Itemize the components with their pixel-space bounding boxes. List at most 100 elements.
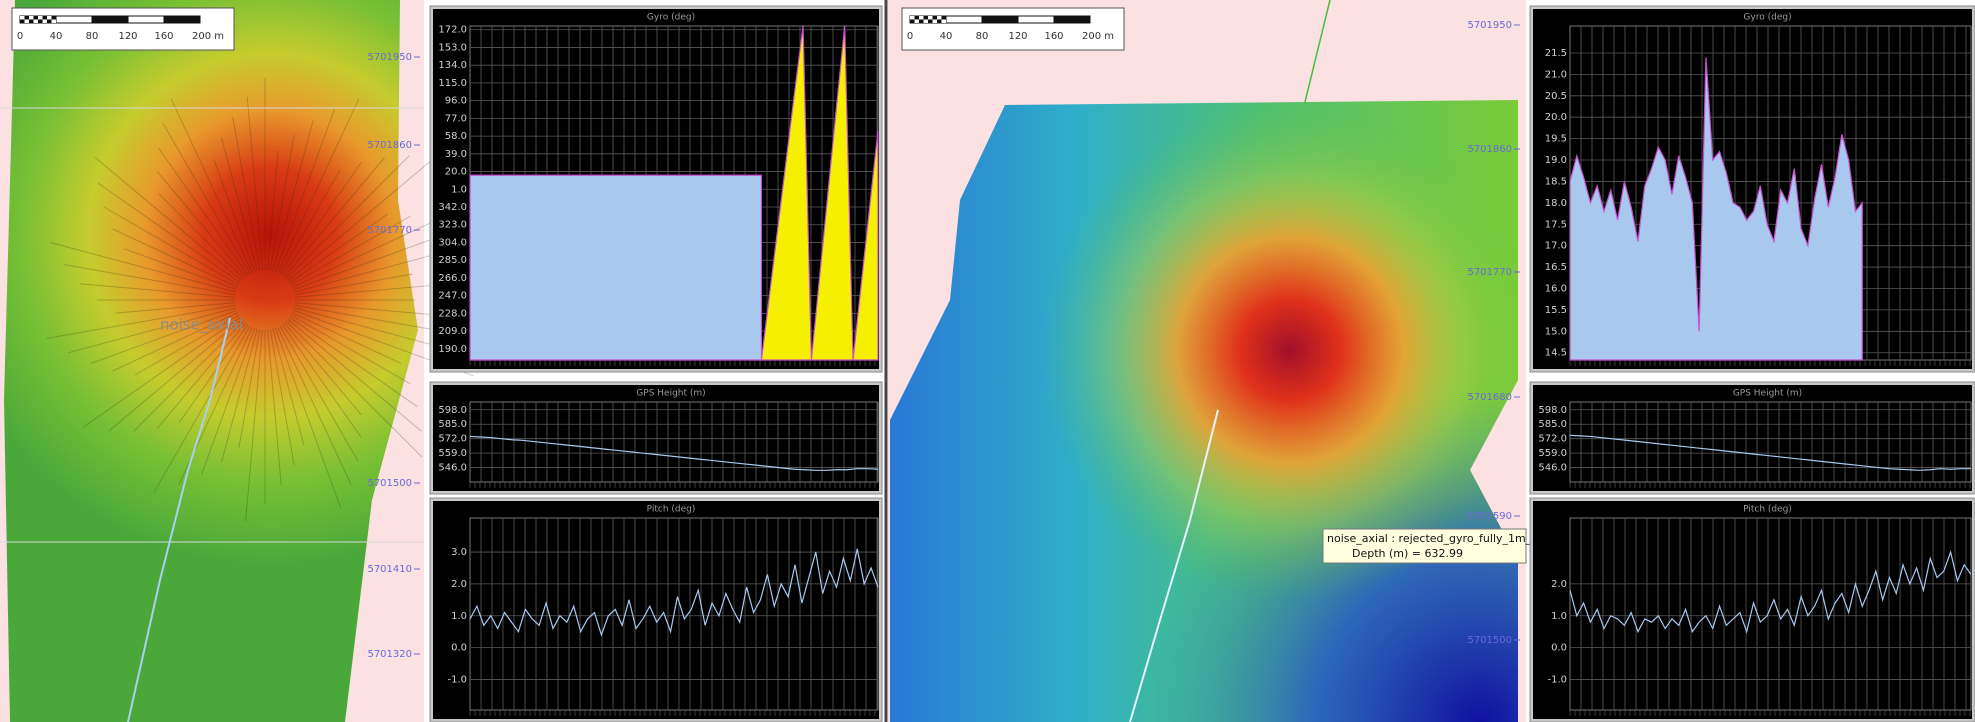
area (470, 175, 761, 360)
scale-segment (1054, 16, 1090, 23)
scale-check (20, 16, 25, 20)
chart-background (433, 501, 879, 719)
y-tick-label: 134.0 (438, 60, 467, 71)
northing-label: 5701860 (367, 140, 412, 151)
y-tick-label: 1.0 (451, 611, 467, 622)
y-tick-label: 585.0 (1538, 419, 1567, 430)
northing-label: 5701590 (1467, 511, 1512, 522)
northing-label: 5701680 (1467, 392, 1512, 403)
scale-label: 200 m (1082, 31, 1114, 42)
scale-segment (982, 16, 1018, 23)
scale-label: 40 (50, 31, 63, 42)
y-tick-label: 19.5 (1545, 134, 1567, 145)
chart-title: Gyro (deg) (647, 13, 695, 23)
y-tick-label: 21.5 (1545, 48, 1567, 59)
y-tick-label: 3.0 (451, 547, 467, 558)
chart-title: Pitch (deg) (647, 505, 696, 515)
y-tick-label: 16.0 (1545, 283, 1567, 294)
scale-check (919, 16, 924, 20)
chart-title: GPS Height (m) (636, 389, 705, 399)
y-tick-label: 598.0 (1538, 405, 1567, 416)
scale-segment (128, 16, 164, 23)
left-map: noise_axial 04080120160200 m 57019505701… (0, 0, 479, 722)
scale-check (52, 20, 57, 24)
y-tick-label: 15.0 (1545, 326, 1567, 337)
y-tick-label: 172.0 (438, 25, 467, 36)
y-tick-label: 266.0 (438, 273, 467, 284)
scale-check (910, 16, 915, 20)
y-tick-label: 1.0 (1551, 611, 1567, 622)
y-tick-label: 228.0 (438, 308, 467, 319)
scale-check (924, 20, 929, 24)
y-tick-label: 247.0 (438, 291, 467, 302)
scale-label: 160 (1044, 31, 1063, 42)
y-tick-label: 572.0 (438, 434, 467, 445)
y-tick-label: 18.5 (1545, 176, 1567, 187)
scale-segment (92, 16, 128, 23)
y-tick-label: 559.0 (1538, 448, 1567, 459)
y-tick-label: 20.5 (1545, 91, 1567, 102)
scale-segment (164, 16, 200, 23)
y-tick-label: 16.5 (1545, 262, 1567, 273)
y-tick-label: 285.0 (438, 255, 467, 266)
y-tick-label: 58.0 (445, 131, 467, 142)
y-tick-label: 546.0 (1538, 463, 1567, 474)
y-tick-label: 20.0 (1545, 112, 1567, 123)
northing-label: 5701770 (367, 225, 412, 236)
northing-label: 5701950 (367, 52, 412, 63)
northing-label: 5701320 (367, 649, 412, 660)
northing-label: 5701500 (367, 478, 412, 489)
scale-label: 80 (86, 31, 99, 42)
seamount (890, 100, 1518, 722)
scale-label: 120 (118, 31, 137, 42)
y-tick-label: -1.0 (447, 674, 467, 685)
scale-segment (1018, 16, 1054, 23)
scale-check (43, 20, 48, 24)
y-tick-label: 96.0 (445, 96, 467, 107)
track-label: noise_axial (160, 316, 243, 335)
scale-label: 200 m (192, 31, 224, 42)
chart-background (1533, 501, 1972, 719)
y-tick-label: 15.5 (1545, 305, 1567, 316)
scale-label: 0 (907, 31, 913, 42)
chart-background (1533, 385, 1972, 491)
chart-title: GPS Height (m) (1733, 389, 1802, 399)
scale-check (933, 20, 938, 24)
y-tick-label: -1.0 (1547, 674, 1567, 685)
y-tick-label: 342.0 (438, 202, 467, 213)
y-tick-label: 209.0 (438, 326, 467, 337)
y-tick-label: 585.0 (438, 419, 467, 430)
y-tick-label: 115.0 (438, 78, 467, 89)
northing-label: 5701860 (1467, 144, 1512, 155)
scale-check (29, 16, 34, 20)
page: { "left_map": {"scale_bar": ["0", "40", … (0, 0, 1975, 722)
y-tick-label: 17.5 (1545, 219, 1567, 230)
scale-check (937, 16, 942, 20)
screenshot: noise_axial 0 40 80 120 160 200 m 5701950 5701… (0, 0, 1975, 722)
y-tick-label: 21.0 (1545, 69, 1567, 80)
scale-check (915, 20, 920, 24)
y-tick-label: 598.0 (438, 405, 467, 416)
scale-label: 80 (976, 31, 989, 42)
scale-segment (946, 16, 982, 23)
y-tick-label: 39.0 (445, 149, 467, 160)
scale-check (928, 16, 933, 20)
y-tick-label: 20.0 (445, 167, 467, 178)
y-tick-label: 18.0 (1545, 198, 1567, 209)
scale-bar: 04080120160200 m (902, 8, 1124, 50)
y-tick-label: 190.0 (438, 344, 467, 355)
y-tick-label: 2.0 (1551, 579, 1567, 590)
scale-label: 0 (17, 31, 23, 42)
y-tick-label: 304.0 (438, 237, 467, 248)
tooltip-line: Depth (m) = 632.99 (1352, 547, 1463, 560)
chart-title: Pitch (deg) (1743, 505, 1792, 515)
y-tick-label: 153.0 (438, 42, 467, 53)
scale-check (38, 16, 43, 20)
y-tick-label: 2.0 (451, 579, 467, 590)
y-tick-label: 14.5 (1545, 348, 1567, 359)
scale-label: 40 (940, 31, 953, 42)
y-tick-label: 0.0 (1551, 643, 1567, 654)
scale-check (34, 20, 39, 24)
y-tick-label: 559.0 (438, 448, 467, 459)
chart-title: Gyro (deg) (1743, 13, 1791, 23)
